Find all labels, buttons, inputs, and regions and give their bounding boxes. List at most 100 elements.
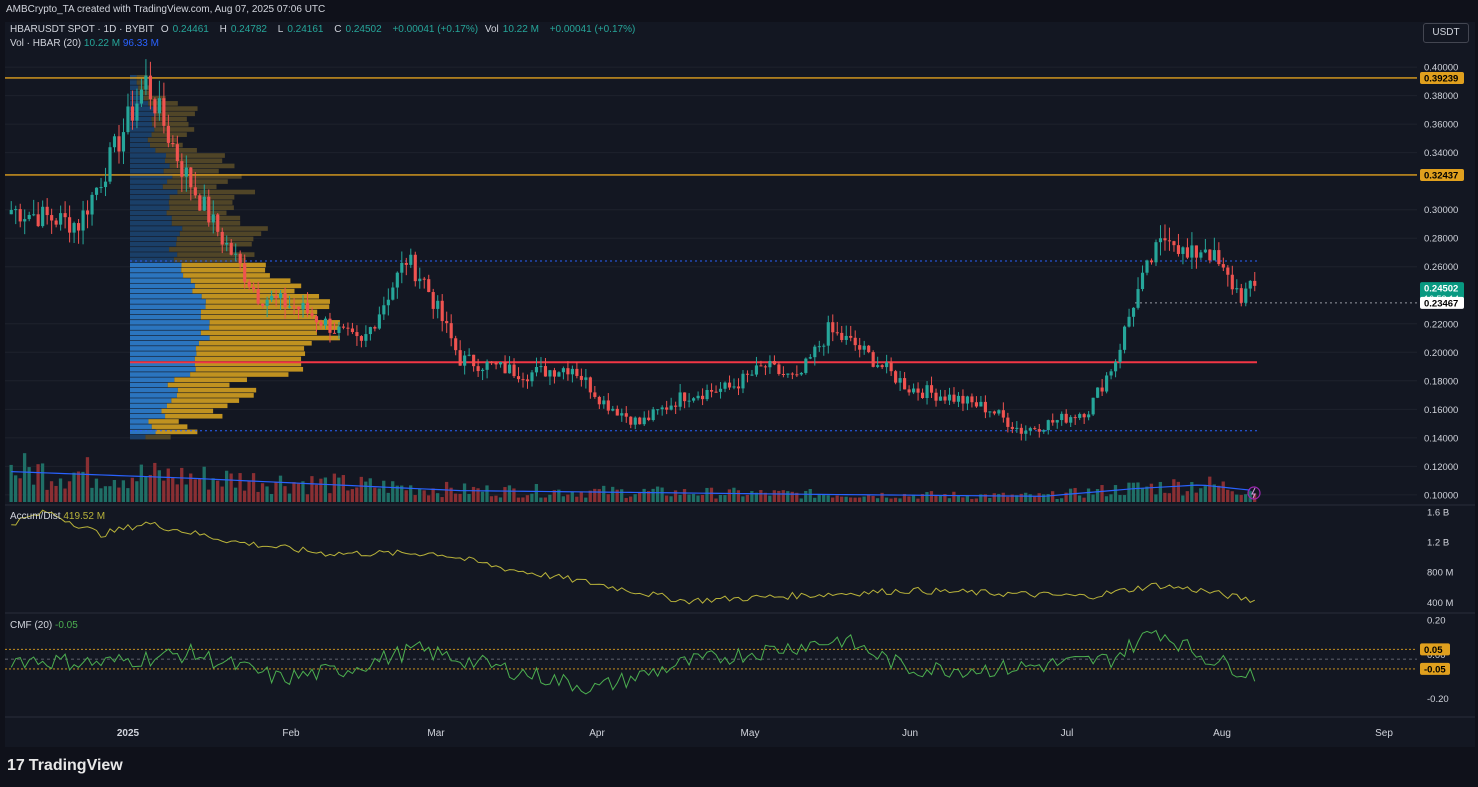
price-tick-label: 0.26000	[1424, 262, 1458, 273]
candle-body	[171, 142, 175, 145]
volume-bar	[871, 495, 875, 502]
volume-bar	[1158, 481, 1163, 502]
volume-profile-row	[195, 367, 304, 372]
candle-body	[1028, 428, 1032, 431]
volume-profile-row	[130, 121, 153, 127]
candle-body	[885, 362, 889, 368]
volume-profile-row	[130, 351, 197, 356]
accum-dist-label[interactable]: Accum/Dist	[10, 511, 61, 522]
candle-body	[103, 181, 108, 188]
volume-bar	[175, 484, 179, 502]
currency-button[interactable]: USDT	[1423, 23, 1469, 43]
cmf-label[interactable]: CMF (20)	[10, 620, 53, 631]
candle-body	[283, 293, 287, 308]
volume-profile-row	[152, 121, 189, 127]
candle-body	[359, 336, 363, 341]
candle-body	[808, 357, 812, 359]
price-tick-label: 0.40000	[1424, 63, 1458, 74]
volume-bar	[961, 497, 965, 502]
volume-bar	[296, 483, 301, 502]
volume-bar	[862, 496, 866, 502]
candle-body	[81, 210, 85, 231]
cmf-tick-label: 0.20	[1427, 615, 1446, 626]
volume-bar	[1068, 488, 1073, 502]
volume-bar	[934, 495, 938, 502]
volume-profile-row	[176, 236, 254, 242]
candle-body	[876, 365, 880, 367]
volume-profile-row	[130, 106, 156, 111]
candle-body	[144, 75, 148, 90]
accum-dist-legend: Accum/Dist 419.52 M	[10, 511, 105, 522]
volume-bar	[1131, 482, 1136, 502]
cmf-level-tag: 0.05	[1424, 645, 1443, 656]
price-tick-label: 0.38000	[1424, 91, 1458, 102]
candle-body	[790, 373, 794, 375]
volume-bar	[1212, 484, 1216, 502]
volume-bar	[831, 497, 835, 502]
volume-profile-row	[169, 194, 235, 200]
volume-profile-row	[130, 179, 168, 184]
volume-bar	[238, 473, 242, 502]
volume-profile-row	[183, 273, 270, 278]
volume-profile-row	[130, 116, 152, 122]
vol-ma-label[interactable]: Vol · HBAR (20)	[10, 38, 82, 49]
volume-bar	[431, 488, 435, 502]
volume-bar	[1140, 488, 1145, 502]
volume-bar	[857, 497, 862, 502]
candle-body	[314, 316, 319, 323]
volume-profile-row	[136, 80, 148, 85]
price-tags: 0.392390.324370.2450216:53:140.234670.05…	[1247, 71, 1464, 675]
candle-body	[831, 322, 835, 333]
tradingview-brand[interactable]: 17 TradingView	[7, 757, 123, 775]
cmf-tick-label: -0.20	[1427, 694, 1449, 705]
candle-body	[660, 407, 664, 410]
volume-bar	[534, 484, 539, 502]
volume-bar	[395, 485, 399, 502]
candle-body	[763, 366, 768, 368]
candle-body	[871, 352, 875, 367]
volume-bar	[498, 497, 503, 502]
candle-body	[929, 385, 934, 393]
volume-bar	[570, 491, 574, 502]
volume-bar	[1104, 496, 1109, 502]
candle-body	[413, 254, 417, 282]
volume-bar	[637, 491, 642, 502]
candle-body	[99, 187, 103, 189]
candle-body	[454, 338, 458, 351]
volume-bar	[938, 495, 943, 502]
candle-body	[903, 378, 907, 390]
candle-body	[270, 295, 274, 300]
candle-body	[974, 402, 978, 407]
volume-bar	[1244, 494, 1248, 502]
volume-profile-row	[154, 127, 195, 132]
volume-bar	[305, 494, 310, 502]
candle-body	[288, 306, 292, 308]
symbol-label[interactable]: HBARUSDT SPOT · 1D · BYBIT	[10, 24, 155, 35]
cmf-value: -0.05	[55, 620, 78, 631]
volume-profile-row	[149, 142, 183, 148]
time-tick-label: Jul	[1061, 728, 1074, 739]
close-value: 0.24502	[345, 24, 382, 35]
volume-bar	[507, 485, 512, 502]
volume-bar	[1248, 491, 1252, 502]
chart-area[interactable]	[5, 22, 1475, 747]
volume-bar	[813, 497, 817, 502]
candle-body	[503, 361, 507, 374]
candle-body	[1046, 420, 1050, 431]
volume-bar	[1033, 496, 1037, 502]
volume-profile-row	[130, 393, 177, 398]
volume-profile-row	[130, 137, 148, 143]
volume-bar	[435, 493, 440, 502]
candle-body	[862, 345, 866, 350]
volume-bar	[184, 484, 188, 502]
candle-body	[867, 345, 871, 353]
cmf-level-tag-bg	[1420, 643, 1450, 656]
volume-bar	[997, 493, 1001, 502]
candle-body	[552, 370, 557, 377]
candle-body	[373, 327, 377, 329]
candle-body	[1172, 241, 1176, 246]
candle-body	[59, 213, 63, 225]
candle-body	[687, 400, 691, 402]
candle-body	[844, 335, 848, 340]
